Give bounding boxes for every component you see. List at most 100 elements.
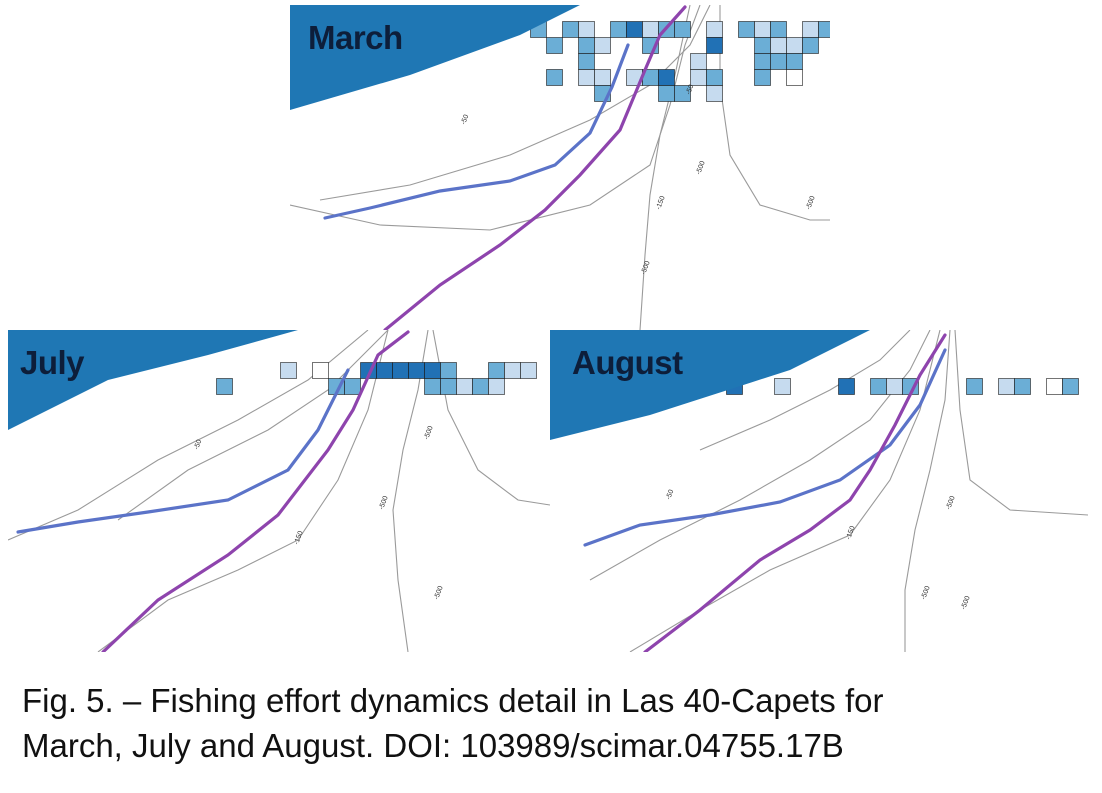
isobath-line xyxy=(97,330,389,652)
effort-cell xyxy=(870,378,887,395)
effort-cell xyxy=(216,378,233,395)
depth-label: -50 xyxy=(665,489,675,501)
map-july: -50 -150 -500 -500 -500 xyxy=(8,330,550,652)
land-area xyxy=(550,330,870,440)
depth-label: -500 xyxy=(805,195,816,211)
depth-label: -150 xyxy=(845,525,856,541)
effort-cell xyxy=(312,362,329,379)
effort-cell xyxy=(1046,378,1063,395)
effort-cell xyxy=(1062,378,1079,395)
depth-label: -500 xyxy=(378,495,389,511)
effort-cell xyxy=(408,362,425,379)
isobath-line xyxy=(392,330,429,652)
map-panel-august: -50 -150 -500 -500 -500 August xyxy=(550,330,1088,652)
isobath-line xyxy=(904,330,951,652)
effort-line-blue xyxy=(323,43,630,220)
map-august: -50 -150 -500 -500 -500 xyxy=(550,330,1088,652)
depth-label: -50 xyxy=(193,439,203,451)
effort-cell xyxy=(456,378,473,395)
effort-cell xyxy=(344,378,361,395)
figure-caption: Fig. 5. – Fishing effort dynamics detail… xyxy=(22,678,1082,768)
depth-label: -500 xyxy=(920,585,931,601)
effort-cell xyxy=(280,362,297,379)
depth-label: -500 xyxy=(640,260,651,276)
effort-cell xyxy=(594,37,611,54)
isobath-line xyxy=(589,330,931,581)
effort-cell xyxy=(770,37,787,54)
effort-cell xyxy=(802,21,819,38)
effort-cell xyxy=(998,378,1015,395)
effort-cell xyxy=(520,362,537,379)
effort-cell xyxy=(738,21,755,38)
effort-cell xyxy=(488,378,505,395)
depth-label: -150 xyxy=(655,195,666,211)
effort-cell xyxy=(658,85,675,102)
effort-cell xyxy=(754,37,771,54)
effort-cell xyxy=(578,37,595,54)
effort-cell xyxy=(626,21,643,38)
effort-line-purple xyxy=(643,333,947,652)
depth-label: -500 xyxy=(695,160,706,176)
land-area xyxy=(290,5,580,110)
isobath-line xyxy=(117,330,389,521)
effort-cell xyxy=(546,37,563,54)
land-area xyxy=(8,330,298,430)
isobath-line xyxy=(319,5,711,201)
effort-cell xyxy=(610,21,627,38)
effort-line-blue xyxy=(16,368,350,534)
effort-cell xyxy=(786,53,803,70)
effort-cell xyxy=(1014,378,1031,395)
effort-cell xyxy=(706,85,723,102)
effort-cell xyxy=(754,53,771,70)
effort-line-purple xyxy=(101,330,410,652)
effort-cell xyxy=(770,53,787,70)
isobath-line xyxy=(954,330,1088,516)
effort-cell xyxy=(754,69,771,86)
depth-label: -500 xyxy=(423,425,434,441)
effort-cell xyxy=(706,69,723,86)
effort-cell xyxy=(838,378,855,395)
map-panel-july: -50 -150 -500 -500 -500 July xyxy=(8,330,550,652)
effort-cell xyxy=(440,362,457,379)
effort-cell xyxy=(690,53,707,70)
depth-label: -500 xyxy=(960,595,971,611)
depth-label: -500 xyxy=(433,585,444,601)
effort-cell xyxy=(578,21,595,38)
effort-cell xyxy=(886,378,903,395)
effort-cell xyxy=(786,69,803,86)
effort-cell xyxy=(802,37,819,54)
effort-cell xyxy=(774,378,791,395)
effort-cell xyxy=(658,69,675,86)
effort-cell xyxy=(690,69,707,86)
effort-cell xyxy=(578,53,595,70)
effort-cell xyxy=(818,21,830,38)
effort-cell xyxy=(674,21,691,38)
month-label-march: March xyxy=(308,19,403,56)
isobath-line xyxy=(432,330,550,506)
month-label-july: July xyxy=(20,344,85,381)
effort-cell xyxy=(786,37,803,54)
depth-label: -500 xyxy=(945,495,956,511)
effort-line-blue xyxy=(583,348,947,547)
depth-label: -50 xyxy=(460,114,470,126)
month-label-august: August xyxy=(572,344,683,381)
effort-line-purple xyxy=(383,5,687,330)
effort-cell xyxy=(546,69,563,86)
effort-cell xyxy=(504,362,521,379)
effort-cell xyxy=(562,21,579,38)
effort-cell xyxy=(472,378,489,395)
effort-cell xyxy=(754,21,771,38)
map-panel-march: -50 -500 -150 -500 -50 -500 March xyxy=(290,5,830,330)
effort-cell xyxy=(706,21,723,38)
isobath-line xyxy=(290,5,701,231)
effort-cell xyxy=(770,21,787,38)
caption-line-2: March, July and August. DOI: 103989/scim… xyxy=(22,727,844,764)
effort-cell xyxy=(966,378,983,395)
effort-cell xyxy=(706,37,723,54)
caption-line-1: Fig. 5. – Fishing effort dynamics detail… xyxy=(22,682,884,719)
effort-cell xyxy=(594,69,611,86)
map-march: -50 -500 -150 -500 -50 -500 xyxy=(290,5,830,330)
isobath-line xyxy=(699,330,911,451)
depth-label: -50 xyxy=(685,84,695,96)
effort-cell xyxy=(376,362,393,379)
